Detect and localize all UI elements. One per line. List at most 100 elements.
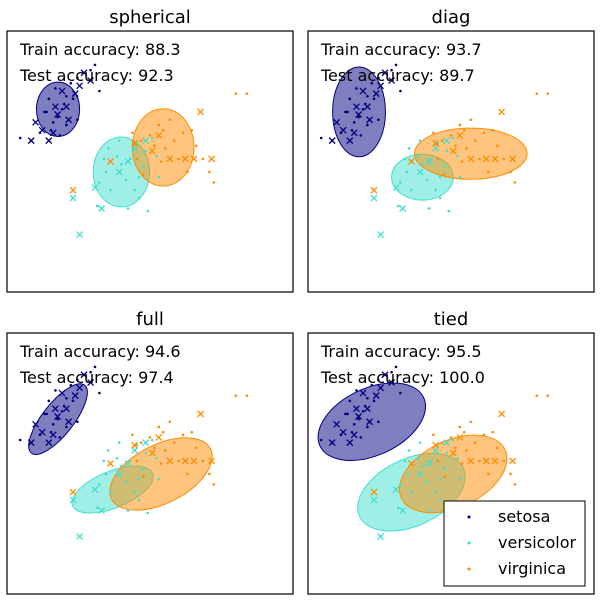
train-point-setosa — [71, 97, 75, 101]
train-point-virginica — [436, 157, 440, 161]
train-point-virginica — [201, 459, 205, 463]
test-point-versicolor — [142, 137, 150, 145]
test-point-versicolor — [98, 507, 106, 514]
test-point-versicolor — [399, 205, 407, 212]
train-point-versicolor — [407, 449, 411, 452]
train-point-versicolor — [405, 170, 409, 174]
train-point-versicolor — [109, 188, 112, 192]
train-point-versicolor — [157, 477, 161, 481]
test-point-virginica — [208, 457, 216, 465]
train-point-setosa — [399, 391, 402, 395]
train-point-virginica — [148, 134, 152, 137]
train-point-setosa — [319, 136, 323, 140]
train-point-setosa — [357, 417, 360, 421]
ellipse-setosa — [332, 66, 386, 158]
train-point-virginica — [432, 131, 435, 135]
test-point-versicolor — [91, 184, 99, 192]
train-point-virginica — [234, 92, 238, 95]
train-point-setosa — [76, 378, 79, 382]
test-point-versicolor — [377, 533, 385, 541]
test-point-versicolor — [432, 144, 440, 152]
test-point-setosa — [333, 118, 341, 126]
train-point-virginica — [164, 147, 167, 150]
train-point-virginica — [454, 446, 457, 450]
train-point-versicolor — [146, 511, 150, 515]
train-point-setosa — [65, 425, 68, 429]
test-point-setosa — [71, 392, 79, 400]
legend-frame — [443, 500, 586, 587]
train-point-virginica — [234, 394, 238, 397]
train-point-versicolor — [117, 441, 121, 444]
train-point-virginica — [462, 430, 466, 434]
train-point-setosa — [69, 81, 73, 85]
train-point-versicolor — [443, 467, 446, 471]
ellipse-setosa — [317, 382, 427, 461]
train-point-virginica — [161, 430, 165, 434]
train-point-virginica — [460, 160, 464, 163]
test-point-versicolor — [131, 144, 139, 152]
test-point-setosa — [32, 118, 40, 126]
test-point-virginica — [106, 158, 114, 165]
test-point-versicolor — [115, 168, 123, 176]
test-point-virginica — [69, 488, 77, 496]
train-point-versicolor — [115, 456, 119, 460]
test-point-setosa — [363, 405, 371, 413]
train-point-virginica — [495, 446, 499, 450]
test-point-virginica — [467, 457, 475, 465]
train-point-virginica — [168, 118, 172, 122]
train-point-virginica — [131, 433, 134, 437]
train-point-setosa — [352, 121, 356, 124]
train-point-versicolor — [458, 175, 462, 179]
train-point-setosa — [394, 63, 398, 67]
test-point-setosa — [80, 371, 88, 379]
test-accuracy-label: Test accuracy: 97.4 — [19, 368, 174, 387]
train-point-virginica — [245, 394, 249, 397]
train-point-setosa — [344, 110, 347, 114]
train-point-versicolor — [98, 181, 101, 184]
test-point-setosa — [355, 413, 363, 420]
train-point-versicolor — [117, 139, 121, 142]
test-point-versicolor — [377, 231, 385, 239]
train-point-versicolor — [456, 456, 459, 460]
train-point-setosa — [51, 121, 55, 124]
train-point-versicolor — [403, 459, 407, 463]
train-point-setosa — [56, 417, 59, 421]
train-accuracy-label: Train accuracy: 94.6 — [19, 342, 181, 361]
train-point-versicolor — [150, 438, 154, 442]
test-point-setosa — [359, 389, 367, 397]
train-point-setosa — [377, 378, 380, 382]
train-point-versicolor — [396, 506, 400, 510]
train-accuracy-label: Train accuracy: 88.3 — [19, 40, 181, 59]
test-point-setosa — [38, 126, 46, 134]
train-point-setosa — [319, 438, 323, 442]
test-point-versicolor — [392, 486, 400, 494]
train-point-versicolor — [434, 490, 437, 494]
test-point-virginica — [491, 155, 499, 163]
test-point-virginica — [370, 186, 378, 194]
train-point-versicolor — [109, 490, 112, 494]
train-point-virginica — [502, 157, 506, 161]
train-point-setosa — [390, 68, 393, 72]
test-point-setosa — [346, 439, 354, 447]
train-point-virginica — [462, 128, 466, 132]
train-point-versicolor — [133, 490, 136, 494]
train-point-setosa — [51, 423, 55, 426]
test-point-versicolor — [443, 439, 451, 447]
test-point-versicolor — [124, 158, 132, 165]
test-point-virginica — [498, 410, 506, 418]
legend-label-setosa: setosa — [498, 507, 550, 526]
train-point-versicolor — [405, 472, 409, 476]
test-point-virginica — [456, 433, 464, 441]
train-point-virginica — [181, 433, 185, 437]
train-point-versicolor — [416, 154, 420, 158]
test-point-setosa — [62, 405, 70, 413]
ellipse-virginica — [131, 108, 195, 187]
train-point-versicolor — [142, 165, 145, 169]
test-point-setosa — [339, 428, 347, 436]
test-point-virginica — [482, 457, 490, 465]
train-point-versicolor — [421, 464, 424, 468]
train-point-setosa — [346, 412, 349, 416]
train-point-virginica — [164, 449, 167, 452]
test-point-setosa — [333, 420, 341, 428]
test-point-setosa — [328, 137, 336, 145]
